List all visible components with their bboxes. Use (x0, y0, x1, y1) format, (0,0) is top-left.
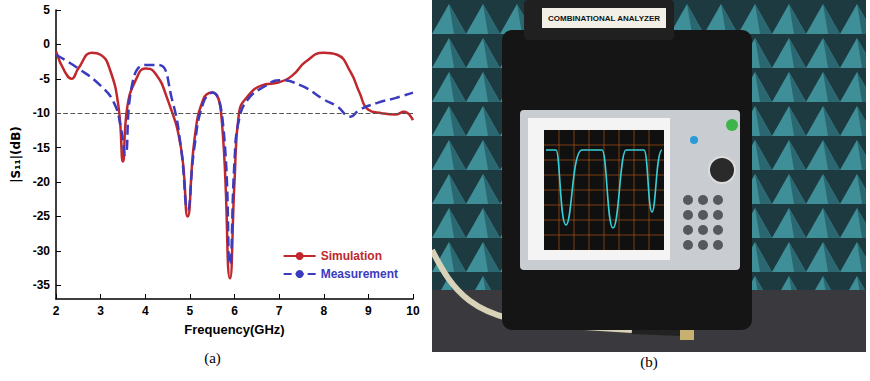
svg-text:-15: -15 (33, 141, 51, 155)
svg-text:-30: -30 (33, 244, 51, 258)
svg-text:6: 6 (231, 304, 238, 318)
svg-text:10: 10 (406, 304, 420, 318)
svg-text:5: 5 (43, 3, 50, 17)
svg-text:3: 3 (97, 304, 104, 318)
svg-text:5: 5 (187, 304, 194, 318)
html-text:(a): (a) (204, 350, 221, 366)
svg-text:-5: -5 (39, 72, 50, 86)
svg-text:Frequency(GHz): Frequency(GHz) (184, 322, 284, 337)
svg-text:0: 0 (43, 37, 50, 51)
svg-text:8: 8 (320, 304, 327, 318)
html-text:(b): (b) (640, 354, 658, 370)
svg-text:COMBINATIONAL ANALYZER: COMBINATIONAL ANALYZER (548, 14, 660, 23)
svg-text:7: 7 (276, 304, 283, 318)
svg-text:-10: -10 (33, 106, 51, 120)
svg-text:4: 4 (142, 304, 149, 318)
svg-text:|S₁₁|(dB): |S₁₁|(dB) (9, 126, 23, 183)
svg-text:-25: -25 (33, 209, 51, 223)
svg-text:2: 2 (53, 304, 60, 318)
svg-text:Measurement: Measurement (321, 267, 398, 281)
svg-text:-20: -20 (33, 175, 51, 189)
svg-text:-35: -35 (33, 278, 51, 292)
svg-text:Simulation: Simulation (321, 249, 382, 263)
svg-text:9: 9 (365, 304, 372, 318)
